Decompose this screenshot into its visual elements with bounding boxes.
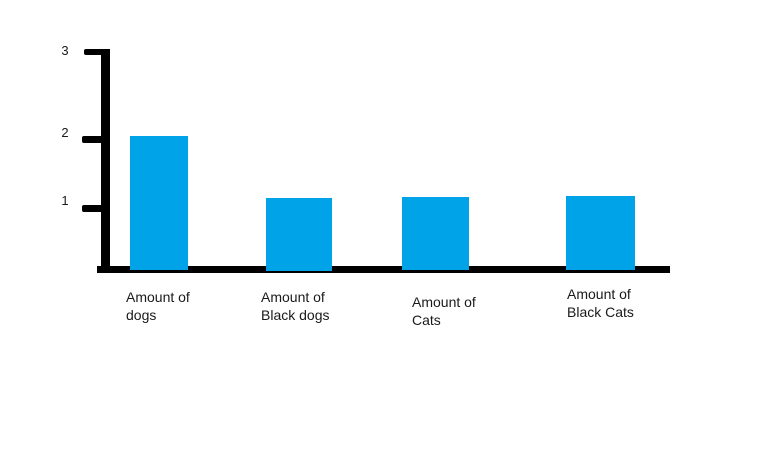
category-label-line: dogs — [126, 307, 157, 323]
category-label-line: Black dogs — [261, 307, 330, 323]
y-axis-line — [101, 49, 110, 273]
y-tick-label-2: 2 — [61, 125, 69, 140]
bar-amount-of-black-dogs — [266, 198, 332, 271]
y-tick-label-3: 3 — [61, 43, 69, 58]
y-tick-1 — [82, 205, 105, 212]
x-axis-line — [97, 266, 670, 273]
category-label-line: Amount of — [126, 289, 190, 305]
category-label-amount-of-black-dogs: Amount of Black dogs — [261, 288, 329, 324]
y-tick-2 — [82, 136, 105, 143]
category-label-amount-of-black-cats: Amount of Black Cats — [567, 285, 634, 321]
category-label-line: Black Cats — [567, 304, 634, 320]
category-label-line: Cats — [412, 312, 441, 328]
category-label-line: Amount of — [412, 294, 476, 310]
bar-amount-of-dogs — [130, 136, 188, 270]
category-label-amount-of-dogs: Amount of dogs — [126, 288, 190, 324]
category-label-line: Amount of — [567, 286, 631, 302]
y-tick-3 — [84, 49, 110, 55]
bar-amount-of-black-cats — [566, 196, 635, 270]
category-label-amount-of-cats: Amount of Cats — [412, 293, 476, 329]
bar-amount-of-cats — [402, 197, 469, 270]
category-label-line: Amount of — [261, 289, 325, 305]
y-tick-label-1: 1 — [61, 193, 69, 208]
